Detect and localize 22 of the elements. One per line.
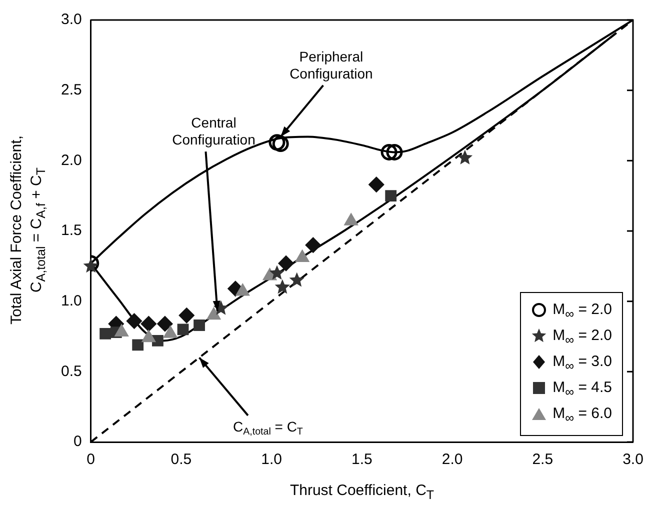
annotation: Peripheral Configuration — [290, 48, 373, 82]
y-tick-label: 3.0 — [60, 11, 82, 28]
y-tick-label: 0 — [74, 433, 82, 450]
legend-label: M$_{∞}$ = 3.0 — [552, 353, 612, 373]
legend-label: M$_{∞}$ = 6.0 — [552, 405, 612, 425]
x-tick-label: 1.5 — [351, 451, 372, 468]
x-tick-label: 2.5 — [532, 451, 554, 468]
legend-label: M$_{∞}$ = 2.0 — [552, 301, 612, 321]
y-tick-label: 1.5 — [60, 222, 82, 240]
y-tick-label: 2.5 — [60, 81, 82, 98]
y-tick-label: 2.0 — [60, 152, 82, 169]
x-tick-label: 3.0 — [622, 451, 644, 468]
x-tick-label: 2.0 — [442, 451, 463, 468]
x-tick-label: 1.0 — [261, 451, 282, 468]
legend-label: M$_{∞}$ = 4.5 — [552, 379, 612, 399]
y-tick-label: 1.0 — [60, 292, 82, 310]
x-tick-label: 0.5 — [170, 451, 192, 468]
legend-label: M$_{∞}$ = 2.0 — [552, 327, 612, 347]
x-tick-label: 0 — [86, 451, 96, 468]
x-axis-title: Thrust Coefficient, C$_{T}$ — [290, 482, 434, 502]
annotation: Central Configuration — [172, 114, 256, 148]
y-tick-label: 0.5 — [60, 362, 82, 380]
